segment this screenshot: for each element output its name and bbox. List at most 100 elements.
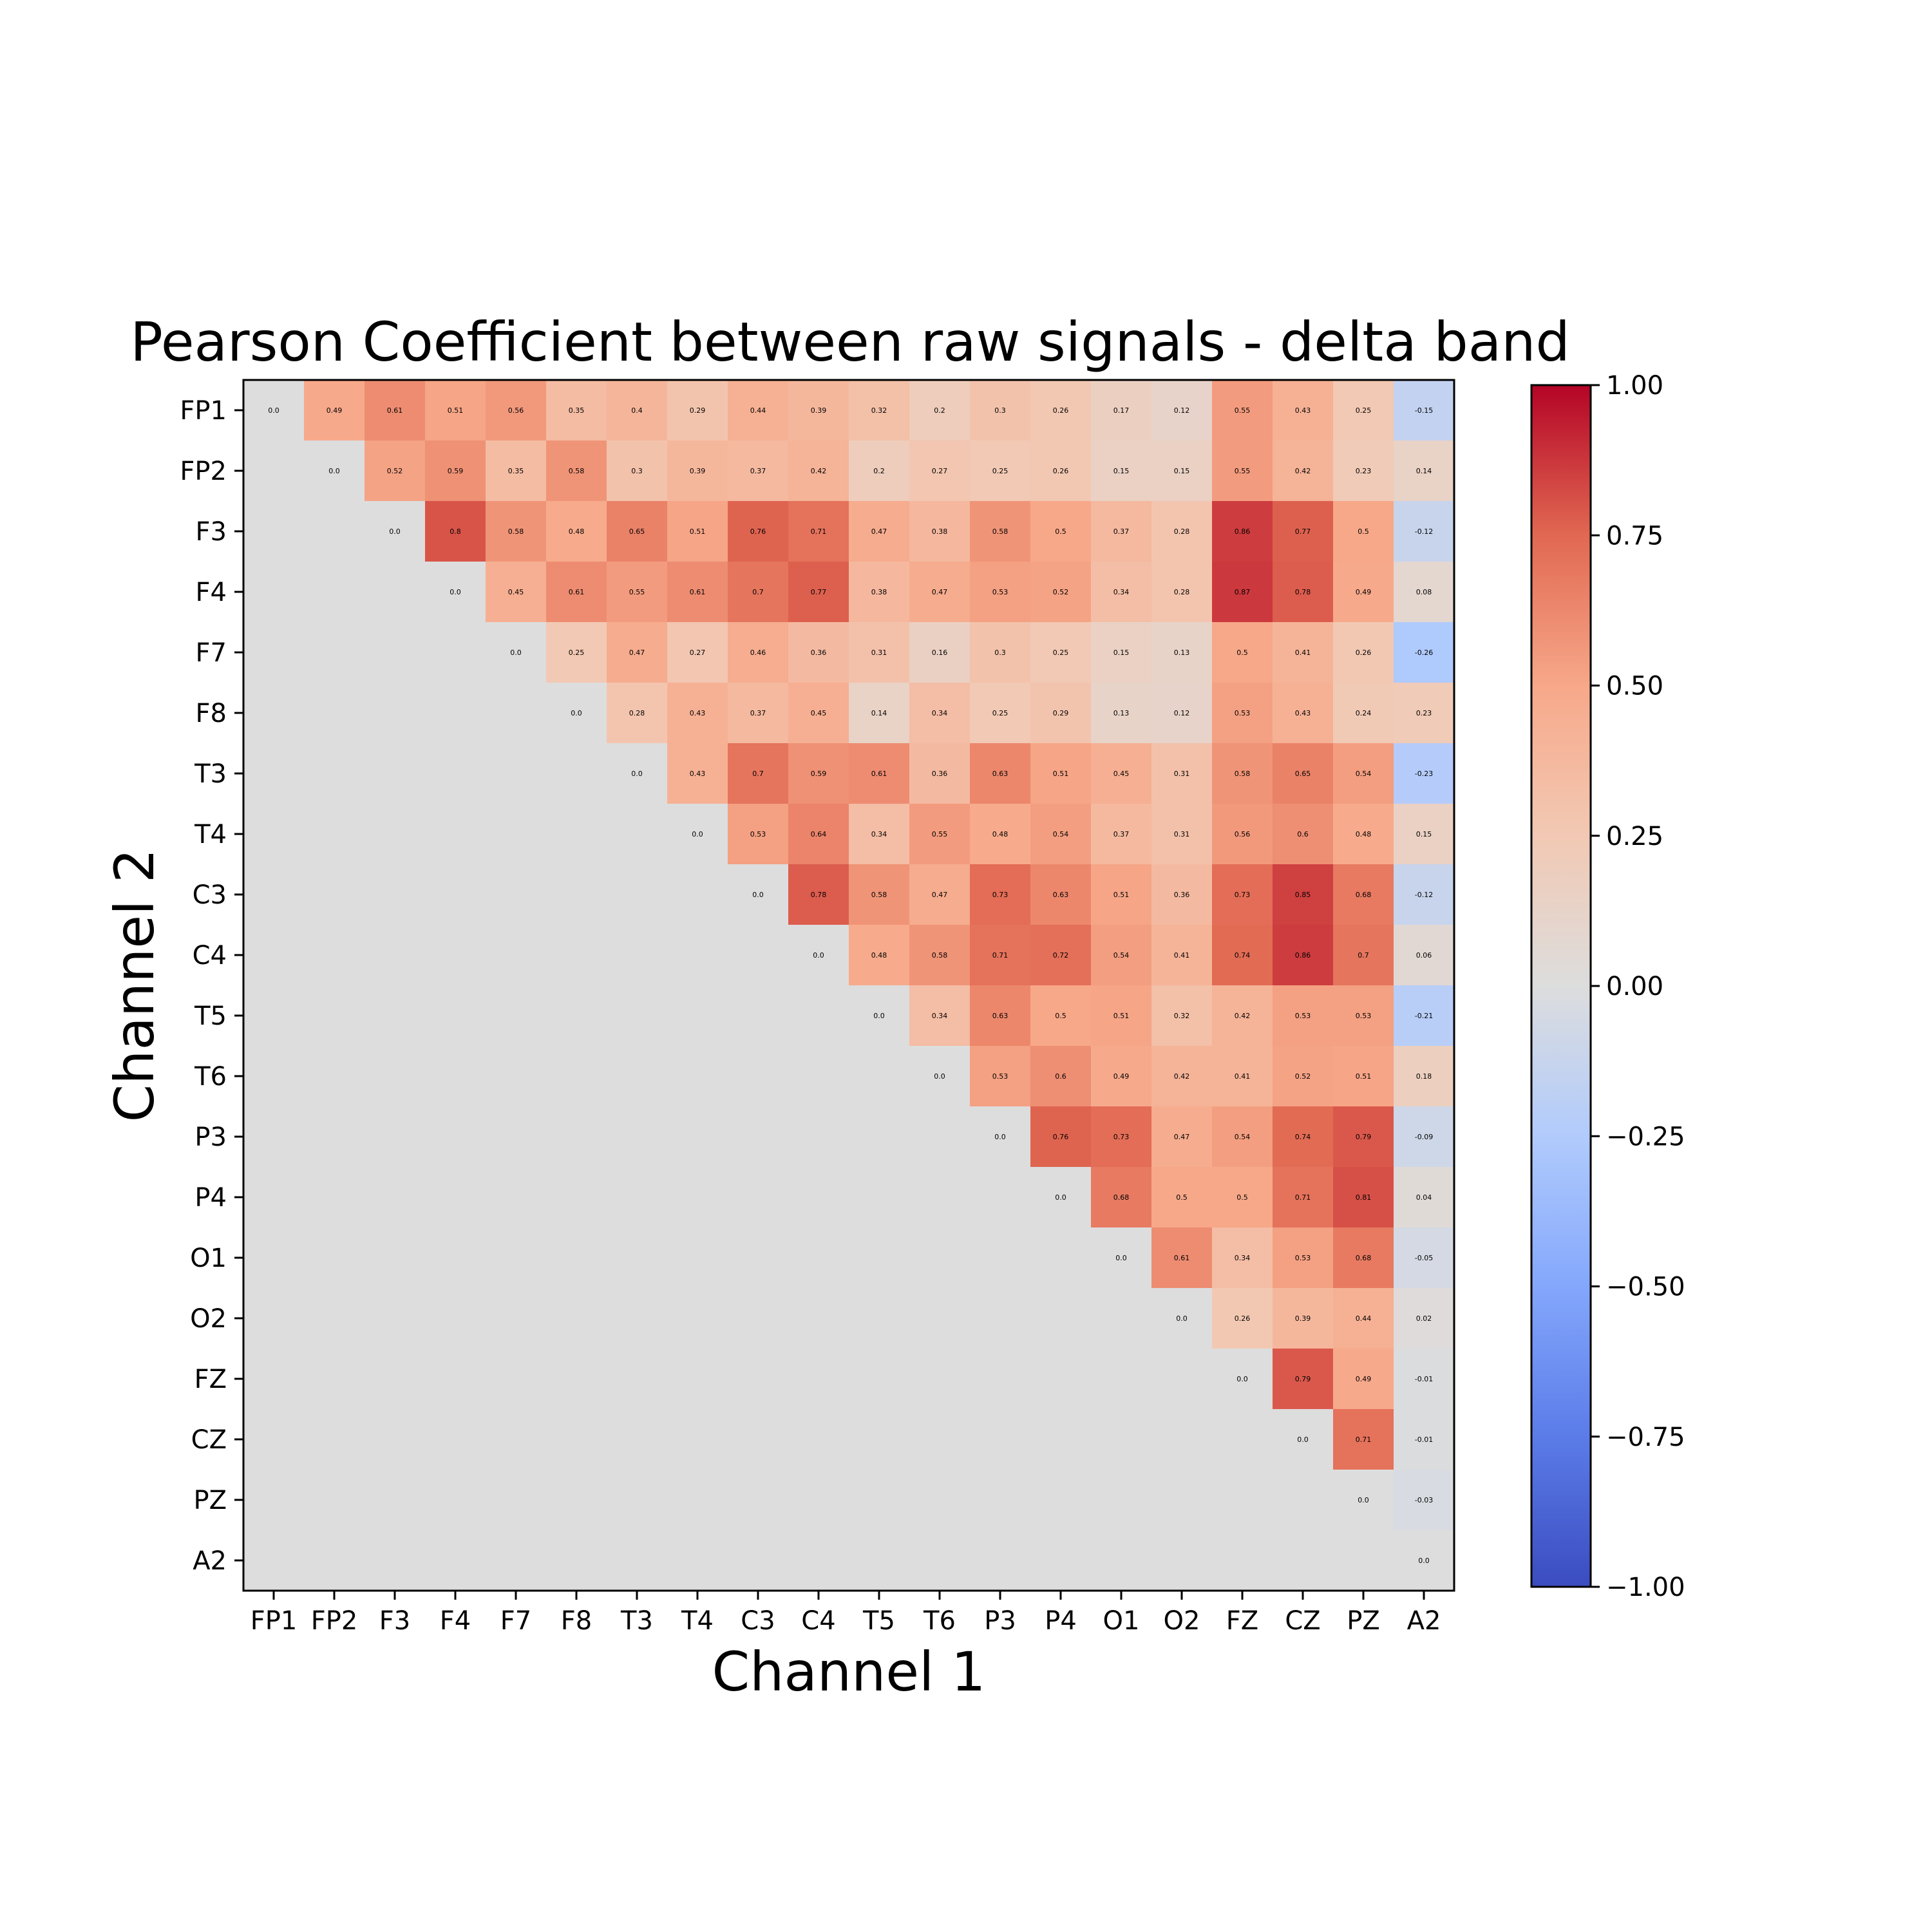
heatmap-cell	[849, 683, 910, 744]
heatmap-cell	[1030, 925, 1092, 986]
heatmap-cell	[1273, 440, 1334, 502]
heatmap-cell	[243, 1288, 305, 1349]
cell-value-label: 0.15	[1416, 830, 1432, 838]
heatmap-cell	[667, 1046, 728, 1107]
heatmap-cell	[667, 1167, 728, 1228]
cell-value-label: 0.5	[1055, 527, 1066, 536]
heatmap-cell	[546, 1530, 607, 1591]
cell-value-label: 0.43	[1295, 406, 1311, 415]
heatmap-cell	[607, 1288, 668, 1349]
heatmap-cell	[365, 1409, 426, 1470]
heatmap-cell	[909, 864, 971, 925]
cell-value-label: 0.25	[569, 649, 585, 657]
heatmap-cell	[788, 864, 849, 925]
heatmap-cell	[1151, 440, 1213, 502]
cell-value-label: 0.3	[631, 467, 643, 475]
heatmap-cell	[909, 1106, 971, 1168]
cell-value-label: 0.41	[1174, 951, 1190, 960]
heatmap-cell	[1212, 1530, 1273, 1591]
heatmap-cell-labels: 0.0 0.49 0.61 0.51 0.56 0.35 0.4 0.29 0.44 0.39 0.…	[268, 406, 1433, 1565]
cell-value-label: 0.47	[932, 891, 948, 899]
plot-frame	[242, 379, 1455, 1592]
cell-value-label: 0.28	[1174, 588, 1190, 596]
heatmap-cell	[667, 1409, 728, 1470]
heatmap-cell	[304, 864, 365, 925]
heatmap-cell	[243, 683, 305, 744]
cell-value-label: 0.51	[448, 406, 464, 415]
heatmap-cell	[970, 985, 1031, 1046]
heatmap-cell	[1333, 864, 1394, 925]
heatmap-cell	[546, 1349, 607, 1410]
heatmap-cell	[1030, 1409, 1092, 1470]
cell-value-label: 0.44	[750, 406, 766, 415]
heatmap-cell	[1030, 1106, 1092, 1168]
cell-value-label: 0.63	[992, 1012, 1009, 1020]
heatmap-cell	[1212, 440, 1273, 502]
cell-value-label: 0.34	[932, 1012, 948, 1020]
heatmap-cell	[425, 622, 486, 683]
heatmap-cell	[667, 1227, 728, 1289]
heatmap-cell	[607, 501, 668, 562]
x-tick-label: F8	[561, 1606, 592, 1636]
heatmap-cell	[788, 1530, 849, 1591]
cell-value-label: 0.52	[387, 467, 403, 475]
y-tick-label: FZ	[194, 1365, 227, 1394]
cell-value-label: 0.59	[448, 467, 464, 475]
cell-value-label: 0.54	[1113, 951, 1130, 960]
cell-value-label: 0.87	[1235, 588, 1251, 596]
cell-value-label: 0.37	[1113, 830, 1130, 838]
heatmap-cell	[1030, 743, 1092, 804]
heatmap-cell	[546, 1167, 607, 1228]
heatmap-cell	[243, 622, 305, 683]
cell-value-label: -0.01	[1415, 1435, 1433, 1444]
x-tick-label: T4	[681, 1606, 714, 1636]
cell-value-label: 0.25	[1356, 406, 1372, 415]
heatmap-cell	[607, 683, 668, 744]
x-axis-ticks: FP1 FP2 F3 F4 F7 F8 T3 T4 C3 C4 T5 T6 P3 P4 O1 O2 FZ CZ PZ…	[251, 1591, 1441, 1636]
cell-value-label: 0.48	[992, 830, 1009, 838]
cell-value-label: 0.72	[1053, 951, 1069, 960]
cell-value-label: 0.73	[1235, 891, 1251, 899]
cell-value-label: 0.77	[811, 588, 827, 596]
cell-value-label: 0.55	[1235, 406, 1251, 415]
cell-value-label: 0.15	[1113, 467, 1130, 475]
heatmap-cell	[1151, 1409, 1213, 1470]
heatmap-cell	[365, 985, 426, 1046]
cell-value-label: 0.74	[1295, 1133, 1311, 1141]
cell-value-label: -0.23	[1415, 770, 1433, 778]
cell-value-label: 0.0	[328, 467, 340, 475]
heatmap-cell	[1091, 440, 1152, 502]
cell-value-label: 0.36	[932, 770, 948, 778]
heatmap-cell	[728, 683, 789, 744]
cell-value-label: 0.61	[569, 588, 585, 596]
heatmap-cell	[607, 562, 668, 623]
heatmap-cell	[728, 1167, 789, 1228]
heatmap-cell	[667, 985, 728, 1046]
heatmap-cell	[728, 380, 789, 441]
cell-value-label: 0.58	[932, 951, 948, 960]
heatmap-cell	[1333, 1470, 1394, 1531]
cell-value-label: 0.76	[750, 527, 766, 536]
cell-value-label: 0.56	[1235, 830, 1251, 838]
cell-value-label: 0.6	[1055, 1072, 1066, 1081]
cell-value-label: 0.49	[327, 406, 343, 415]
chart-title: Pearson Coefficient between raw signals …	[130, 310, 1570, 374]
heatmap-cell	[243, 1046, 305, 1107]
heatmap-cell	[1091, 1530, 1152, 1591]
heatmap-cell	[243, 501, 305, 562]
cell-value-label: 0.14	[1416, 467, 1432, 475]
x-tick-label: FZ	[1226, 1606, 1258, 1636]
cell-value-label: 0.56	[508, 406, 524, 415]
heatmap-cell	[788, 804, 849, 865]
heatmap-cell	[304, 1530, 365, 1591]
heatmap-cells	[243, 380, 1455, 1591]
heatmap-cell	[849, 1530, 910, 1591]
heatmap-cell	[909, 440, 971, 502]
heatmap-cell	[1151, 864, 1213, 925]
cell-value-label: 0.52	[1053, 588, 1069, 596]
cell-value-label: 0.39	[690, 467, 706, 475]
heatmap-cell	[1091, 1227, 1152, 1289]
colorbar-tick-label: 1.00	[1606, 371, 1663, 401]
heatmap-cell	[909, 1046, 971, 1107]
heatmap-cell	[1394, 1470, 1455, 1531]
